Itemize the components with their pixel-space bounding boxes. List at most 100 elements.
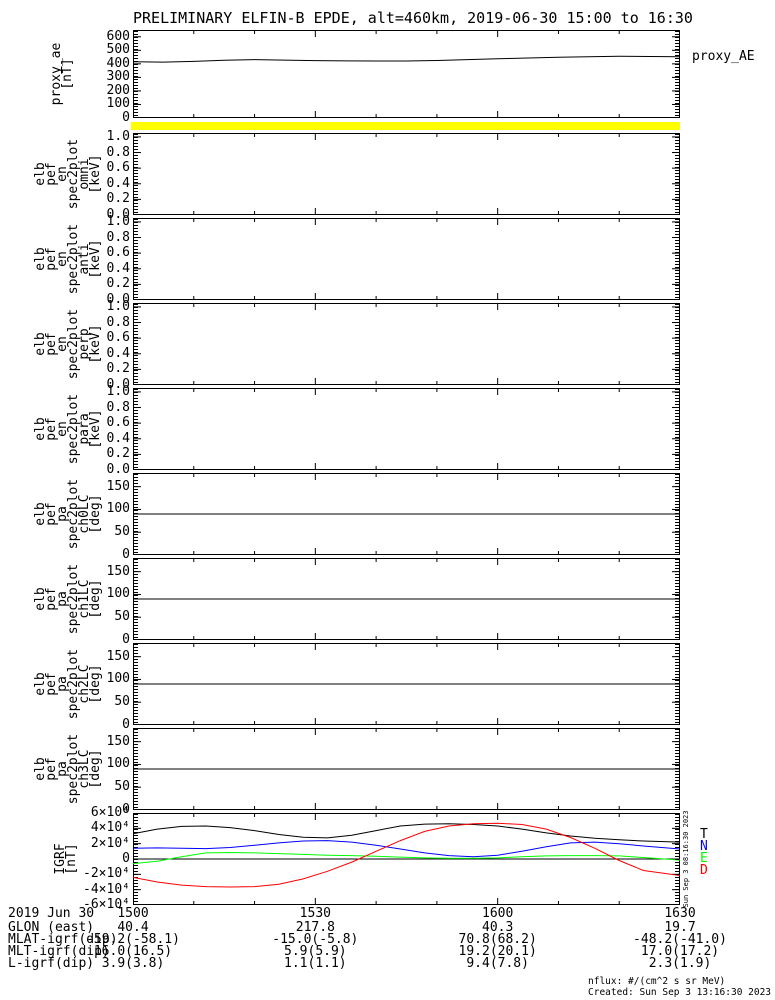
- side-timestamp: Sun Sep 3 08:16:30 2023: [682, 810, 690, 908]
- row-value: 9.4(7.8): [466, 956, 529, 971]
- y-tick-label: 0.2: [106, 191, 130, 207]
- y-tick-label: 100: [106, 586, 130, 602]
- y-tick-label: 0.8: [106, 314, 130, 330]
- y-tick-label: 50: [114, 609, 130, 625]
- row-value: 1600: [482, 906, 514, 921]
- row-label: L-igrf(dip): [8, 956, 95, 971]
- y-tick-label: 0: [122, 632, 130, 647]
- y-tick-label: 1.0: [106, 298, 130, 314]
- panel-en-omni: [133, 133, 680, 215]
- y-tick-label: 500: [106, 42, 130, 58]
- panel-pa-ch2lc: [133, 643, 680, 725]
- y-tick-label: 0.0: [106, 377, 130, 392]
- row-label: GLON (east): [8, 920, 95, 935]
- spectrogram-strip: [131, 122, 680, 130]
- panel-en-perp: [133, 303, 680, 385]
- panel-proxy-ae: [133, 30, 680, 118]
- y-tick-label: 0.6: [106, 415, 130, 431]
- row-value: -15.0(-5.8): [272, 932, 359, 947]
- y-tick-label: 150: [106, 563, 130, 579]
- row-value: 16.0(16.5): [93, 944, 173, 959]
- y-tick-label: 0.2: [106, 361, 130, 377]
- y-tick-label: 0.8: [106, 144, 130, 160]
- row-value: -48.2(-41.0): [633, 932, 727, 947]
- row-value: -59.2(-58.1): [86, 932, 180, 947]
- row-value: 217.8: [295, 920, 335, 935]
- y-tick-label: 2×10⁴: [90, 835, 130, 851]
- row-label: 2019 Jun 30: [8, 906, 95, 921]
- legend-N: N: [700, 839, 708, 854]
- y-tick-label: 0.0: [106, 207, 130, 222]
- row-label: MLT-igrf(dip): [8, 944, 110, 959]
- row-value: 2.3(1.9): [648, 956, 712, 971]
- y-tick-label: 0: [122, 851, 130, 866]
- legend-E: E: [700, 851, 708, 866]
- row-value: 1.1(1.1): [284, 956, 347, 971]
- row-value: 40.3: [482, 920, 514, 935]
- panel-igrf: [133, 813, 680, 905]
- y-tick-label: 0: [122, 110, 130, 125]
- y-tick-label: 150: [106, 478, 130, 494]
- panel-pa-ch1lc: [133, 558, 680, 640]
- y-tick-label: 0.4: [106, 430, 130, 446]
- y-tick-label: 0: [122, 802, 130, 817]
- footer-units-note: nflux: #/(cm^2 s sr MeV): [588, 976, 726, 987]
- y-tick-label: 150: [106, 733, 130, 749]
- y-tick-label: 0.6: [106, 330, 130, 346]
- plot-title: PRELIMINARY ELFIN-B EPDE, alt=460km, 201…: [133, 9, 693, 27]
- y-tick-label: 400: [106, 55, 130, 71]
- y-tick-label: 100: [106, 501, 130, 517]
- y-tick-label: 0.0: [106, 292, 130, 307]
- y-tick-label: 50: [114, 694, 130, 710]
- legend-T: T: [700, 827, 708, 842]
- y-tick-label: 300: [106, 69, 130, 85]
- y-tick-label: 100: [106, 671, 130, 687]
- y-tick-label: 0.0: [106, 462, 130, 477]
- y-tick-label: 0.2: [106, 446, 130, 462]
- panel-pa-ch0lc: [133, 473, 680, 555]
- y-tick-label: 0.6: [106, 160, 130, 176]
- y-tick-label: -6×10⁴: [83, 897, 130, 912]
- y-tick-label: 100: [106, 96, 130, 112]
- legend-D: D: [700, 863, 708, 878]
- y-tick-label: 0.4: [106, 345, 130, 361]
- row-value: 19.7: [664, 920, 696, 935]
- row-value: 1630: [664, 906, 696, 921]
- row-value: 40.4: [117, 920, 149, 935]
- y-tick-label: 50: [114, 779, 130, 795]
- panel-en-anti: [133, 218, 680, 300]
- y-tick-label: 0.2: [106, 276, 130, 292]
- y-tick-label: 0.8: [106, 399, 130, 415]
- y-tick-label: 0.8: [106, 229, 130, 245]
- y-tick-label: 600: [106, 28, 130, 44]
- row-value: 5.9(5.9): [284, 944, 347, 959]
- row-value: 19.2(20.1): [458, 944, 537, 959]
- y-tick-label: 0.6: [106, 245, 130, 261]
- row-value: 70.8(68.2): [458, 932, 537, 947]
- y-tick-label: -4×10⁴: [83, 881, 130, 897]
- y-tick-label: 4×10⁴: [90, 820, 130, 836]
- row-value: 1530: [299, 906, 331, 921]
- y-tick-label: 200: [106, 82, 130, 98]
- y-tick-label: 0.4: [106, 260, 130, 276]
- y-tick-label: 1.0: [106, 213, 130, 229]
- panel-en-para: [133, 388, 680, 470]
- y-tick-label: 0: [122, 547, 130, 562]
- y-tick-label: 100: [106, 756, 130, 772]
- y-tick-label: 0: [122, 717, 130, 732]
- footer-created: Created: Sun Sep 3 13:16:30 2023: [588, 987, 772, 998]
- y-tick-label: -2×10⁴: [83, 866, 130, 882]
- row-value: 17.0(17.2): [640, 944, 720, 959]
- row-value: 3.9(3.8): [101, 956, 165, 971]
- y-tick-label: 6×10⁴: [90, 805, 130, 820]
- y-tick-label: 0.4: [106, 175, 130, 191]
- y-tick-label: 1.0: [106, 128, 130, 144]
- y-tick-label: 50: [114, 524, 130, 540]
- panel-pa-ch3lc: [133, 728, 680, 810]
- proxy-ae-right-label: proxy_AE: [692, 49, 755, 64]
- row-value: 1500: [117, 906, 149, 921]
- y-tick-label: 1.0: [106, 383, 130, 399]
- y-tick-label: 150: [106, 648, 130, 664]
